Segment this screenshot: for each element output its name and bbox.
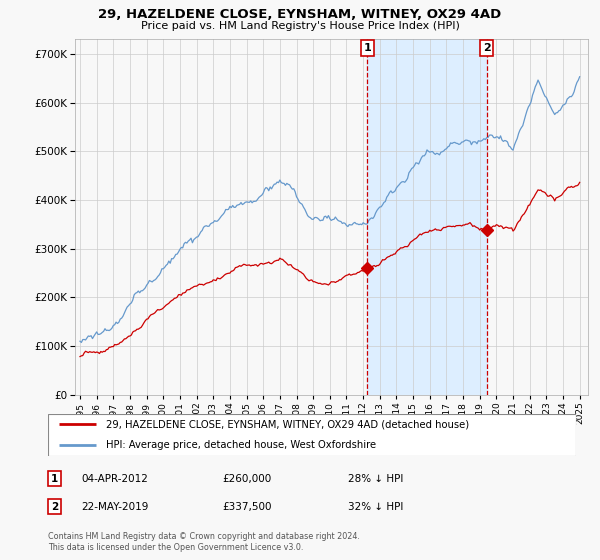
Text: 29, HAZELDENE CLOSE, EYNSHAM, WITNEY, OX29 4AD: 29, HAZELDENE CLOSE, EYNSHAM, WITNEY, OX… [98,8,502,21]
Text: 28% ↓ HPI: 28% ↓ HPI [348,474,403,484]
Text: This data is licensed under the Open Government Licence v3.0.: This data is licensed under the Open Gov… [48,543,304,552]
Text: 1: 1 [51,474,58,484]
Text: 32% ↓ HPI: 32% ↓ HPI [348,502,403,512]
Text: 2: 2 [483,43,491,53]
FancyBboxPatch shape [48,414,576,456]
Text: 04-APR-2012: 04-APR-2012 [81,474,148,484]
Text: £260,000: £260,000 [222,474,271,484]
Text: HPI: Average price, detached house, West Oxfordshire: HPI: Average price, detached house, West… [106,440,376,450]
Text: £337,500: £337,500 [222,502,271,512]
Text: 22-MAY-2019: 22-MAY-2019 [81,502,148,512]
Text: 1: 1 [364,43,371,53]
Text: Price paid vs. HM Land Registry's House Price Index (HPI): Price paid vs. HM Land Registry's House … [140,21,460,31]
Text: 2: 2 [51,502,58,512]
Bar [367,39,487,395]
Text: Contains HM Land Registry data © Crown copyright and database right 2024.: Contains HM Land Registry data © Crown c… [48,532,360,541]
Text: 29, HAZELDENE CLOSE, EYNSHAM, WITNEY, OX29 4AD (detached house): 29, HAZELDENE CLOSE, EYNSHAM, WITNEY, OX… [106,419,469,429]
